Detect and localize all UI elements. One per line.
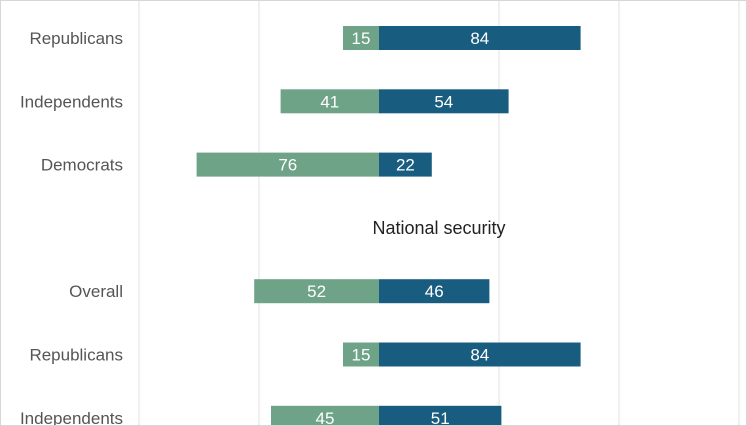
bar-left <box>343 26 379 50</box>
row-label: Independents <box>20 92 123 111</box>
bar-left <box>271 405 379 425</box>
value-label-left: 15 <box>352 346 371 365</box>
value-label-right: 54 <box>434 92 453 111</box>
value-label-left: 45 <box>316 409 335 425</box>
value-label-right: 22 <box>396 156 415 175</box>
bar-right <box>379 405 502 425</box>
value-label-right: 46 <box>425 282 444 301</box>
gridlines <box>138 1 740 425</box>
bar-left <box>254 279 379 304</box>
row-label: Overall <box>69 282 123 301</box>
bar-left <box>280 89 379 114</box>
group-title: National security <box>372 218 505 238</box>
bar-right <box>379 89 509 114</box>
row-label: Republicans <box>29 346 123 365</box>
bar-left <box>343 342 379 367</box>
value-label-left: 15 <box>352 29 371 48</box>
bar-right <box>379 152 432 177</box>
value-label-right: 84 <box>470 29 489 48</box>
value-label-left: 76 <box>278 156 297 175</box>
bar-left <box>196 152 379 177</box>
row-label: Independents <box>20 409 123 425</box>
row-label: Democrats <box>41 156 123 175</box>
chart-marks: Republicans 15 84 Independents 41 54 Democrats… <box>20 26 581 425</box>
bar-right <box>379 279 490 304</box>
value-label-right: 84 <box>470 346 489 365</box>
value-label-left: 52 <box>307 282 326 301</box>
value-label-right: 51 <box>431 409 450 425</box>
value-label-left: 41 <box>320 92 339 111</box>
bar-right <box>379 26 581 50</box>
row-label: Republicans <box>29 29 123 48</box>
bar-right <box>379 342 581 367</box>
